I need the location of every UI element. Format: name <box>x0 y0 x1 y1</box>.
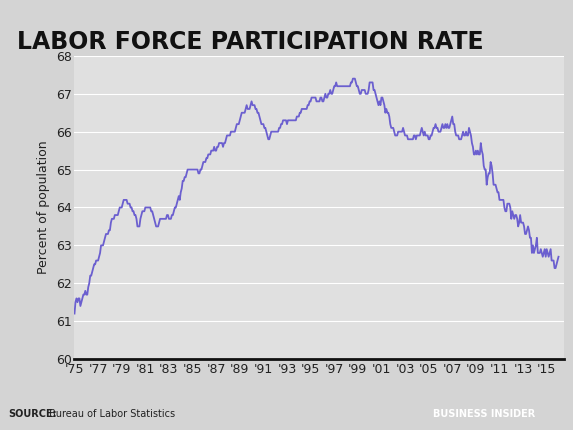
Y-axis label: Percent of population: Percent of population <box>37 141 50 274</box>
Text: BUSINESS INSIDER: BUSINESS INSIDER <box>433 409 535 419</box>
Text: Bureau of Labor Statistics: Bureau of Labor Statistics <box>49 409 175 419</box>
Text: LABOR FORCE PARTICIPATION RATE: LABOR FORCE PARTICIPATION RATE <box>17 30 484 54</box>
Text: SOURCE:: SOURCE: <box>9 409 57 419</box>
